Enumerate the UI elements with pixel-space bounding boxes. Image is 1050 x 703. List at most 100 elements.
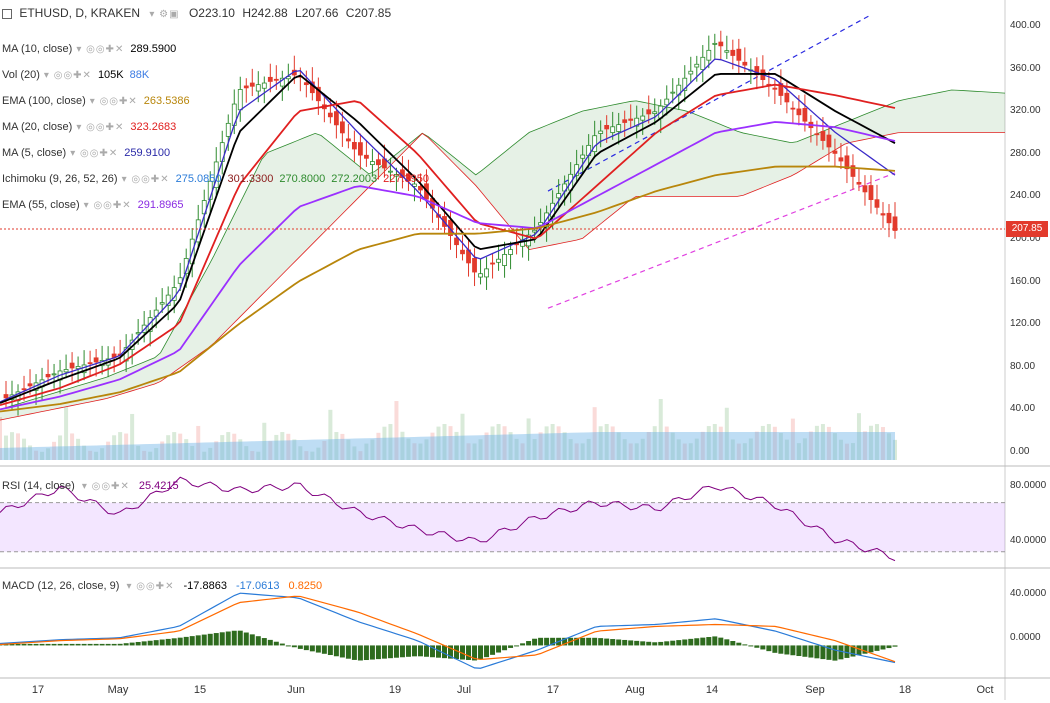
- macd-histogram-bar: [592, 637, 598, 646]
- volume-bar: [280, 432, 285, 460]
- candle-down: [892, 216, 898, 231]
- volume-bar: [622, 439, 627, 460]
- volume-bar: [94, 451, 99, 460]
- legend-ema55-controls[interactable]: ▾ ◎◎✚✕: [83, 200, 132, 211]
- volume-bar: [46, 448, 51, 460]
- legend-ichimoku-value: 270.8000: [279, 173, 326, 185]
- price-axis-label: 280.00: [1010, 147, 1041, 159]
- volume-bar: [730, 439, 735, 460]
- macd-histogram-bar: [670, 640, 676, 646]
- macd-histogram-bar: [550, 637, 556, 646]
- price-axis-label: 0.00: [1010, 446, 1030, 457]
- volume-bar: [772, 426, 777, 460]
- candle-up: [159, 302, 165, 305]
- macd-histogram-bar: [532, 638, 538, 646]
- legend-ema100-controls[interactable]: ▾ ◎◎✚✕: [89, 96, 138, 107]
- rsi-line: [0, 476, 896, 562]
- macd-histogram-bar: [598, 638, 604, 646]
- volume-bar: [166, 435, 171, 460]
- macd-histogram-bar: [99, 643, 105, 646]
- candle-up: [370, 161, 375, 166]
- volume-bar: [436, 426, 441, 460]
- macd-histogram-bar: [766, 645, 772, 652]
- ichimoku-span-a: [0, 89, 1006, 410]
- macd-histogram-bar: [267, 639, 273, 646]
- macd-histogram-bar: [249, 634, 255, 646]
- macd-histogram-bar: [616, 639, 622, 646]
- volume-bar: [760, 425, 765, 460]
- volume-bar: [664, 426, 669, 460]
- legend-vol-value: 105K: [97, 69, 124, 81]
- volume-bar: [640, 438, 645, 460]
- macd-histogram-bar: [279, 643, 285, 646]
- header-settings-icons[interactable]: ▾ ⚙▣: [149, 9, 180, 20]
- macd-histogram-bar: [177, 637, 183, 646]
- candle-down: [850, 165, 856, 177]
- candle-up: [610, 126, 616, 133]
- legend-ma10-controls[interactable]: ▾ ◎◎✚✕: [76, 44, 125, 55]
- candle-down: [27, 383, 33, 387]
- volume-bar: [244, 446, 249, 460]
- macd-histogram-bar: [802, 645, 808, 657]
- macd-histogram-bar: [255, 636, 261, 646]
- legend-ma5-value: 259.9100: [124, 147, 171, 159]
- volume-bar: [538, 432, 543, 460]
- macd-histogram-bar: [33, 643, 39, 646]
- volume-bar: [388, 424, 393, 460]
- volume-bar: [238, 439, 243, 460]
- legend-ma5-controls[interactable]: ▾ ◎◎✚✕: [70, 148, 119, 159]
- candle-up: [484, 268, 489, 278]
- macd-histogram-bar: [369, 645, 375, 660]
- volume-bar: [880, 427, 885, 460]
- collapse-icon[interactable]: [2, 8, 12, 19]
- volume-bar: [88, 450, 93, 460]
- volume-bar: [118, 432, 123, 460]
- macd-histogram-bar: [832, 645, 838, 661]
- candle-up: [712, 42, 718, 45]
- candle-down: [742, 61, 748, 66]
- candle-down: [628, 118, 634, 121]
- candle-down: [303, 82, 309, 86]
- macd-histogram-bar: [93, 643, 99, 646]
- volume-bar: [544, 426, 549, 460]
- volume-bar: [832, 433, 837, 460]
- candle-down: [802, 107, 808, 122]
- volume-bar: [580, 443, 585, 460]
- macd-histogram-bar: [886, 645, 892, 649]
- macd-histogram-bar: [273, 641, 279, 646]
- macd-controls[interactable]: ▾ ◎◎✚✕: [126, 581, 175, 592]
- volume-bar: [0, 417, 2, 460]
- macd-histogram-bar: [231, 630, 237, 646]
- candle-down: [3, 394, 9, 399]
- volume-bar: [190, 445, 195, 460]
- macd-histogram-bar: [634, 640, 640, 646]
- macd-histogram-bar: [165, 638, 171, 646]
- legend-ema100-name: EMA (100, close): [2, 95, 86, 107]
- macd-histogram-bar: [646, 641, 652, 646]
- candle-down: [339, 121, 345, 134]
- macd-histogram-bar: [405, 645, 411, 657]
- legend-ichimoku-value: 301.3300: [227, 173, 274, 185]
- candle-down: [832, 150, 838, 154]
- volume-bar: [28, 445, 33, 460]
- candle-up: [694, 63, 700, 68]
- volume-bar: [226, 432, 231, 460]
- macd-histogram-bar: [874, 645, 880, 651]
- macd-histogram-bar: [724, 639, 730, 646]
- legend-ma20-controls[interactable]: ▾ ◎◎✚✕: [76, 122, 125, 133]
- volume-bar: [634, 443, 639, 460]
- candle-down: [862, 185, 868, 193]
- macd-histogram-bar: [219, 632, 225, 646]
- rsi-controls[interactable]: ▾ ◎◎✚✕: [81, 481, 130, 492]
- macd-histogram-bar: [87, 643, 93, 646]
- candle-down: [460, 249, 465, 255]
- macd-histogram-bar: [315, 645, 321, 653]
- candle-up: [700, 56, 706, 70]
- macd-value-2: -17.0613: [236, 580, 280, 592]
- candle-down: [267, 76, 273, 82]
- candle-down: [646, 109, 652, 115]
- volume-bar: [112, 435, 117, 460]
- macd-legend-name: MACD (12, 26, close, 9): [2, 580, 120, 592]
- legend-vol-controls[interactable]: ▾ ◎◎✚✕: [43, 70, 92, 81]
- legend-ichimoku-controls[interactable]: ▾ ◎◎✚✕: [121, 174, 170, 185]
